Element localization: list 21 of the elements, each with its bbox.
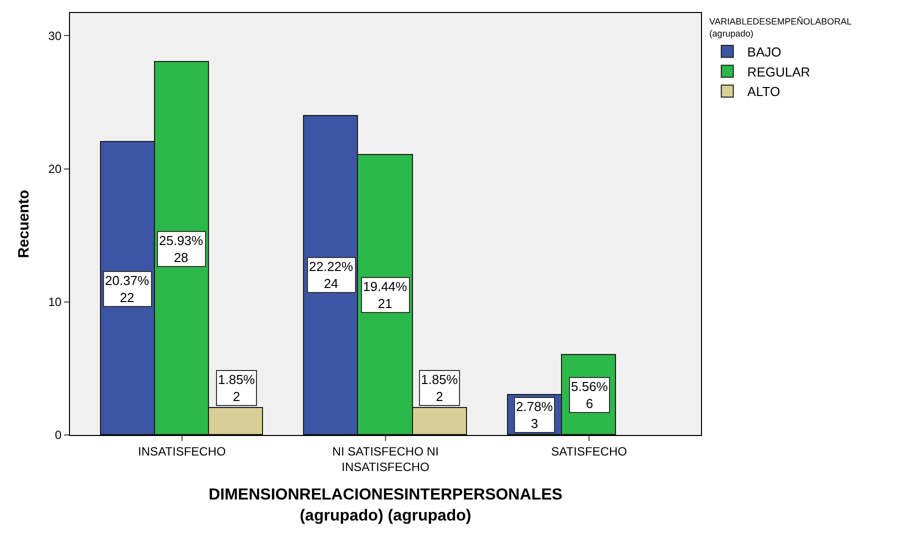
data-label: 19.44% 21 (363, 279, 408, 311)
y-tick-label: 10 (48, 295, 62, 310)
y-tick-label: 0 (54, 428, 62, 442)
data-label: 20.37% 22 (105, 273, 150, 305)
legend-label: ALTO (747, 84, 780, 100)
y-tick-label: 30 (48, 28, 62, 43)
data-label: 22.22% 24 (309, 259, 354, 291)
data-label: 2.78% 3 (516, 399, 554, 431)
data-label: 25.93% 28 (159, 233, 204, 265)
x-tick-label: SATISFECHO (551, 444, 627, 458)
legend-title: VARIABLEDESEMPEÑOLABORAL (agrupado) (709, 16, 852, 38)
y-axis-title: Recuento (15, 190, 32, 258)
data-label: 1.85% 2 (218, 372, 256, 404)
legend-label: REGULAR (747, 64, 810, 80)
data-label: 5.56% 6 (571, 379, 608, 411)
data-label: 1.85% 2 (421, 372, 458, 404)
x-tick-label: NI SATISFECHO NI INSATISFECHO (332, 444, 439, 474)
x-tick-label: INSATISFECHO (138, 444, 226, 458)
x-axis-title: DIMENSIONRELACIONESINTERPERSONALES (agrupado) (agrupado) (208, 486, 563, 524)
legend-label: BAJO (747, 44, 782, 60)
y-tick-label: 20 (48, 162, 62, 176)
